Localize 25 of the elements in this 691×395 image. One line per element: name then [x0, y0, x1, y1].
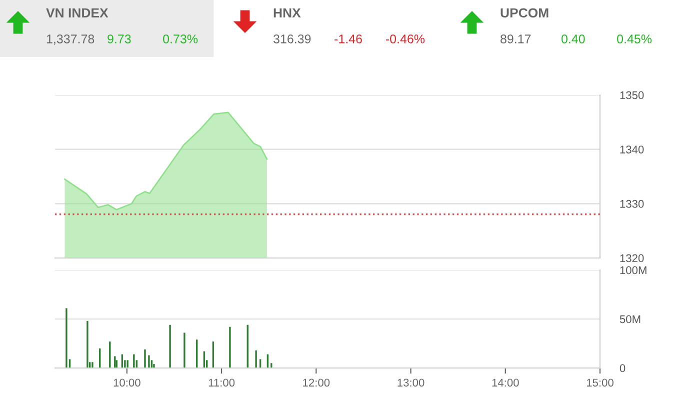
x-tick-label: 10:00	[114, 378, 140, 387]
y-tick-label: 1340	[620, 146, 644, 154]
category-label: UPCOM	[500, 8, 548, 18]
text: 0.45%	[617, 34, 652, 44]
y-tick-label: 1350	[620, 91, 644, 100]
text: 0.40	[561, 34, 585, 44]
text: 9.73	[108, 34, 131, 44]
x-tick-label: 15:00	[586, 378, 614, 387]
text: -1.46	[334, 34, 362, 44]
x-tick-label: 14:00	[492, 378, 519, 387]
y-tick-label: 0	[620, 364, 626, 372]
x-tick-label: 11:00	[208, 378, 235, 387]
y-tick-label: 50M	[620, 315, 640, 324]
text: 316.39	[273, 34, 311, 44]
y-tick-label: 1330	[620, 200, 644, 208]
y-tick-label: 100M	[620, 266, 646, 274]
text: 0.73%	[163, 34, 198, 44]
y-tick-label: 1320	[620, 254, 644, 262]
category-label: HNX	[274, 8, 301, 18]
x-tick-label: 12:00	[303, 378, 330, 387]
text: 89.17	[500, 34, 531, 44]
text: 1,337.78	[46, 34, 94, 45]
x-tick-label: 13:00	[398, 378, 424, 387]
text: -0.46%	[386, 34, 425, 44]
category-label: VN INDEX	[46, 8, 108, 18]
